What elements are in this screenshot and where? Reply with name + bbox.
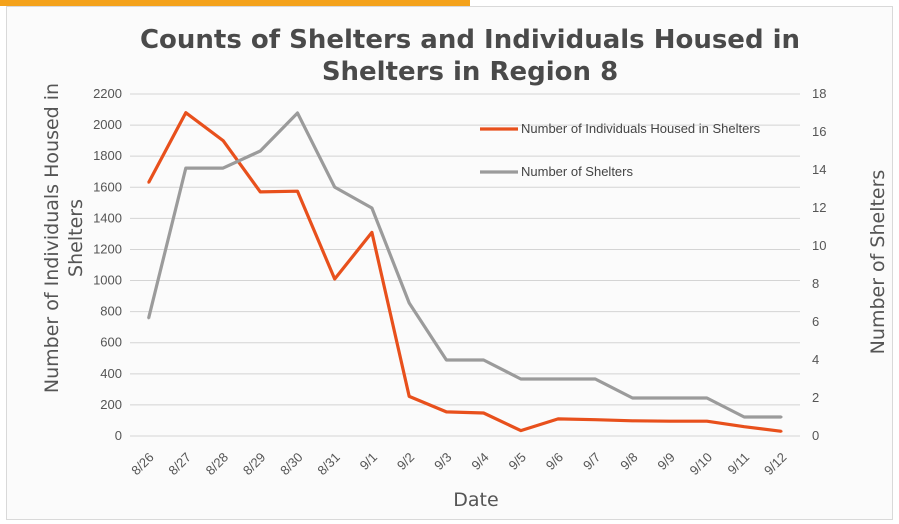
data-point xyxy=(407,395,411,398)
data-point xyxy=(631,419,634,422)
y-left-tick-label: 1000 xyxy=(93,273,122,288)
y-left-tick-label: 2200 xyxy=(93,86,122,101)
data-point xyxy=(370,231,374,234)
accent-bar xyxy=(0,0,470,6)
x-tick-label: 8/30 xyxy=(277,450,306,479)
data-point xyxy=(742,425,746,428)
x-axis-title: Date xyxy=(453,489,498,511)
y-left-tick-label: 200 xyxy=(100,397,122,412)
x-tick-label: 9/1 xyxy=(357,450,380,473)
y-right-tick-label: 12 xyxy=(812,200,826,215)
data-point xyxy=(482,358,485,362)
y-left-tick-label: 0 xyxy=(115,428,122,443)
x-tick-label: 9/5 xyxy=(506,450,529,473)
data-point xyxy=(445,358,448,362)
x-tick-label: 8/26 xyxy=(128,450,157,479)
y-right-tick-label: 8 xyxy=(812,276,819,291)
x-tick-label: 9/3 xyxy=(431,450,454,473)
data-point xyxy=(147,317,150,320)
y-left-tick-label: 400 xyxy=(100,366,122,381)
y-right-tick-label: 4 xyxy=(812,352,819,367)
data-point xyxy=(445,410,448,414)
data-point xyxy=(556,377,560,381)
data-point xyxy=(519,429,523,432)
y-right-tick-label: 10 xyxy=(812,238,826,253)
x-tick-label: 8/27 xyxy=(165,450,194,479)
x-tick-label: 8/29 xyxy=(240,450,269,479)
data-point xyxy=(631,396,634,400)
chart-frame xyxy=(6,6,893,520)
y-left-tick-label: 1400 xyxy=(93,210,122,225)
data-point xyxy=(333,185,336,189)
data-point xyxy=(333,277,336,281)
y-left-tick-label: 800 xyxy=(100,304,122,319)
x-tick-label: 9/6 xyxy=(543,450,566,473)
x-tick-label: 9/9 xyxy=(654,450,677,473)
data-point xyxy=(742,415,746,419)
data-point xyxy=(780,430,783,433)
data-point xyxy=(482,411,485,415)
series-line-shelters xyxy=(147,111,782,419)
x-tick-label: 9/10 xyxy=(687,450,716,479)
series-line-individuals xyxy=(147,111,782,433)
data-point xyxy=(296,189,299,193)
data-point xyxy=(407,301,411,305)
x-tick-label: 9/8 xyxy=(617,450,640,473)
y-right-tick-label: 16 xyxy=(812,124,826,139)
y-left-tick-label: 1200 xyxy=(93,241,122,256)
y-right-tick-label: 14 xyxy=(812,162,826,177)
data-point xyxy=(296,111,299,115)
data-point xyxy=(705,420,709,423)
legend-label: Number of Shelters xyxy=(521,164,633,179)
data-point xyxy=(147,181,150,184)
data-point xyxy=(370,206,374,210)
data-point xyxy=(594,377,597,381)
chart-title-line-2: Shelters in Region 8 xyxy=(322,57,618,87)
y-right-tick-label: 18 xyxy=(812,86,826,101)
data-point xyxy=(594,418,597,421)
y-axis-left-title-line-2: Shelters xyxy=(65,199,87,277)
y-right-tick-label: 6 xyxy=(812,314,819,329)
data-point xyxy=(668,396,671,400)
x-tick-label: 9/12 xyxy=(761,450,790,479)
data-point xyxy=(705,396,709,400)
y-right-tick-label: 0 xyxy=(812,428,819,443)
x-tick-label: 9/4 xyxy=(468,450,491,473)
data-point xyxy=(519,377,523,381)
data-point xyxy=(221,139,225,142)
y-left-tick-label: 2000 xyxy=(93,117,122,132)
y-left-tick-label: 1600 xyxy=(93,179,122,194)
data-point xyxy=(556,417,560,421)
x-tick-label: 8/28 xyxy=(203,450,232,479)
y-axis-right-title: Number of Shelters xyxy=(867,170,889,355)
y-axis-left-title-line-1: Number of Individuals Housed in xyxy=(41,83,63,393)
data-point xyxy=(259,149,262,153)
x-tick-label: 9/7 xyxy=(580,450,603,473)
data-point xyxy=(184,166,188,170)
data-point xyxy=(221,166,225,170)
data-point xyxy=(780,415,783,419)
y-left-tick-label: 600 xyxy=(100,335,122,350)
data-point xyxy=(259,190,262,194)
data-point xyxy=(668,420,671,423)
y-left-tick-label: 1800 xyxy=(93,148,122,163)
x-tick-label: 8/31 xyxy=(314,450,343,479)
chart-title-line-1: Counts of Shelters and Individuals House… xyxy=(140,25,800,55)
x-tick-label: 9/2 xyxy=(394,450,417,473)
data-point xyxy=(184,111,188,114)
legend-label: Number of Individuals Housed in Shelters xyxy=(521,121,761,136)
y-right-tick-label: 2 xyxy=(812,390,819,405)
x-tick-label: 9/11 xyxy=(724,450,752,478)
